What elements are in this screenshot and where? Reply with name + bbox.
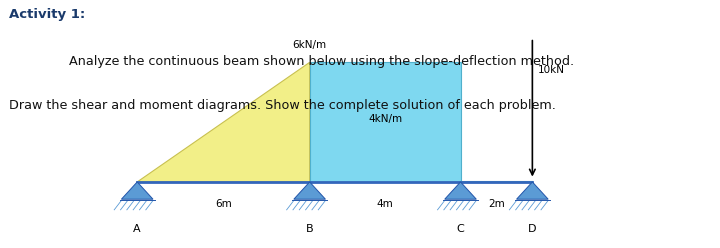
- Text: 4kN/m: 4kN/m: [368, 114, 402, 124]
- Text: 2m: 2m: [488, 199, 505, 209]
- Text: D: D: [528, 224, 536, 234]
- Polygon shape: [138, 62, 310, 182]
- Text: 4m: 4m: [377, 199, 393, 209]
- Bar: [310, 62, 461, 182]
- Text: Analyze the continuous beam shown below using the slope-deflection method.: Analyze the continuous beam shown below …: [69, 55, 574, 68]
- Text: 6m: 6m: [215, 199, 232, 209]
- Text: B: B: [306, 224, 313, 234]
- Text: Activity 1:: Activity 1:: [9, 8, 86, 21]
- Text: 10kN: 10kN: [538, 65, 565, 75]
- Polygon shape: [122, 182, 153, 199]
- Text: Draw the shear and moment diagrams. Show the complete solution of each problem.: Draw the shear and moment diagrams. Show…: [9, 99, 556, 112]
- Polygon shape: [516, 182, 548, 199]
- Polygon shape: [445, 182, 477, 199]
- Text: A: A: [133, 224, 141, 234]
- Text: 6kN/m: 6kN/m: [292, 40, 327, 50]
- Polygon shape: [294, 182, 325, 199]
- Text: C: C: [456, 224, 464, 234]
